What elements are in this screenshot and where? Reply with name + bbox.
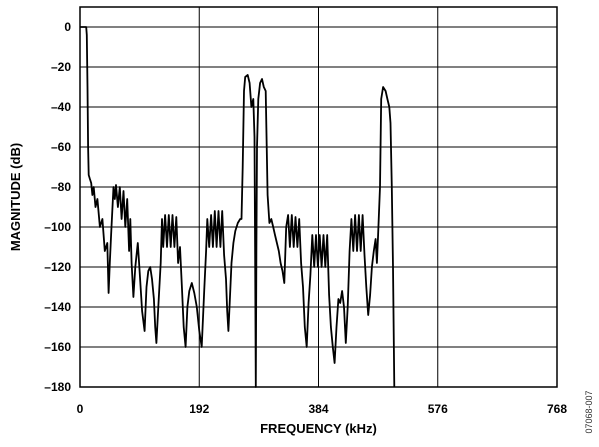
y-tick-label: –20 bbox=[51, 60, 71, 74]
y-tick-label: 0 bbox=[64, 20, 71, 34]
y-tick-label: –100 bbox=[44, 220, 71, 234]
x-tick-label: 384 bbox=[308, 402, 328, 416]
series-layer bbox=[80, 26, 396, 388]
y-tick-label: –160 bbox=[44, 340, 71, 354]
x-tick-label: 768 bbox=[547, 402, 567, 416]
y-axis-title: MAGNITUDE (dB) bbox=[8, 143, 23, 251]
x-tick-label: 576 bbox=[428, 402, 448, 416]
y-tick-label: –120 bbox=[44, 260, 71, 274]
y-tick-label: –80 bbox=[51, 180, 71, 194]
x-tick-label: 0 bbox=[77, 402, 84, 416]
figure-code: 07068-007 bbox=[584, 390, 594, 433]
y-tick-label: –40 bbox=[51, 100, 71, 114]
y-tick-label: –60 bbox=[51, 140, 71, 154]
grid-lines bbox=[79, 7, 558, 388]
x-tick-labels: 0 192 384 576 768 bbox=[77, 402, 568, 416]
y-tick-label: –180 bbox=[44, 380, 71, 394]
x-axis-title: FREQUENCY (kHz) bbox=[260, 421, 377, 436]
x-tick-label: 192 bbox=[189, 402, 209, 416]
y-tick-label: –140 bbox=[44, 300, 71, 314]
series-line-0 bbox=[80, 26, 396, 388]
plot-frame bbox=[79, 6, 558, 388]
y-tick-labels: 0 –20 –40 –60 –80 –100 –120 –140 –160 –180 bbox=[44, 20, 71, 394]
